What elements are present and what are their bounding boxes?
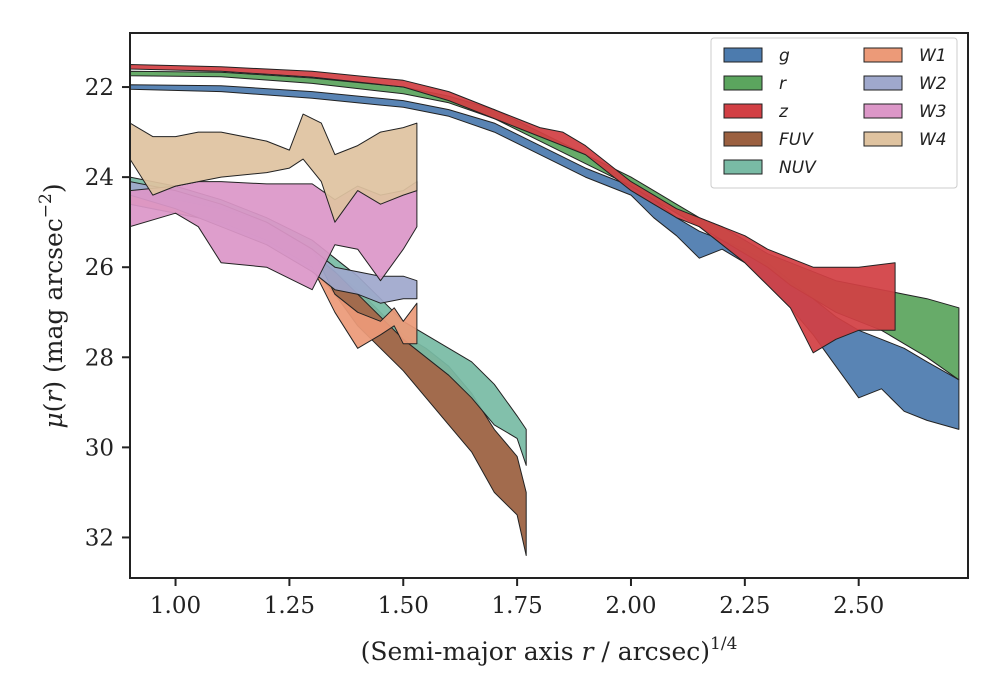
x-tick-label: 1.25 <box>264 593 315 619</box>
y-tick-label: 28 <box>85 345 114 371</box>
legend-label-w3: W3 <box>919 102 947 122</box>
legend-swatch-w2 <box>863 75 903 91</box>
x-axis: 1.00 1.25 1.50 1.75 2.00 2.25 2.50 <box>150 578 884 619</box>
x-tick-label: 1.50 <box>378 593 429 619</box>
legend-label-w1: W1 <box>919 46 947 66</box>
x-tick-label: 2.00 <box>605 593 656 619</box>
band-w4 <box>130 113 418 223</box>
y-tick-label: 30 <box>85 435 114 461</box>
legend-swatch-z <box>723 103 763 119</box>
x-tick-label: 2.25 <box>719 593 770 619</box>
legend-swatch-fuv <box>723 131 763 147</box>
y-tick-label: 22 <box>85 75 114 101</box>
legend-label-w2: W2 <box>919 74 947 94</box>
legend-label-r: r <box>779 74 787 94</box>
y-axis: 22 24 26 28 30 32 <box>85 75 130 551</box>
legend-swatch-nuv <box>723 159 763 175</box>
legend-label-g: g <box>779 46 790 66</box>
legend: grz FUV NUV W1 W2 W3 W4 <box>710 37 958 189</box>
band-g <box>130 84 960 430</box>
legend-swatch-w1 <box>863 47 903 63</box>
x-axis-label: (Semi-major axis r / arcsec)1/4 <box>361 634 738 666</box>
band-z <box>130 64 896 354</box>
plot-frame <box>129 32 969 579</box>
legend-swatch-g <box>723 47 763 63</box>
legend-swatch-w4 <box>863 131 903 147</box>
legend-swatch-w3 <box>863 103 903 119</box>
y-tick-label: 32 <box>85 525 114 551</box>
legend-label-fuv: FUV <box>779 130 814 150</box>
y-axis-label: μ(r) (mag arcsec−2) <box>36 183 68 428</box>
y-tick-label: 26 <box>85 255 114 281</box>
legend-label-w4: W4 <box>919 130 947 150</box>
x-tick-label: 2.50 <box>833 593 884 619</box>
series-layer <box>130 64 960 556</box>
legend-swatch-r <box>723 75 763 91</box>
x-tick-label: 1.00 <box>150 593 201 619</box>
x-tick-label: 1.75 <box>492 593 543 619</box>
legend-label-z: z <box>778 102 789 122</box>
legend-label-nuv: NUV <box>779 158 817 178</box>
y-tick-label: 24 <box>85 165 114 191</box>
